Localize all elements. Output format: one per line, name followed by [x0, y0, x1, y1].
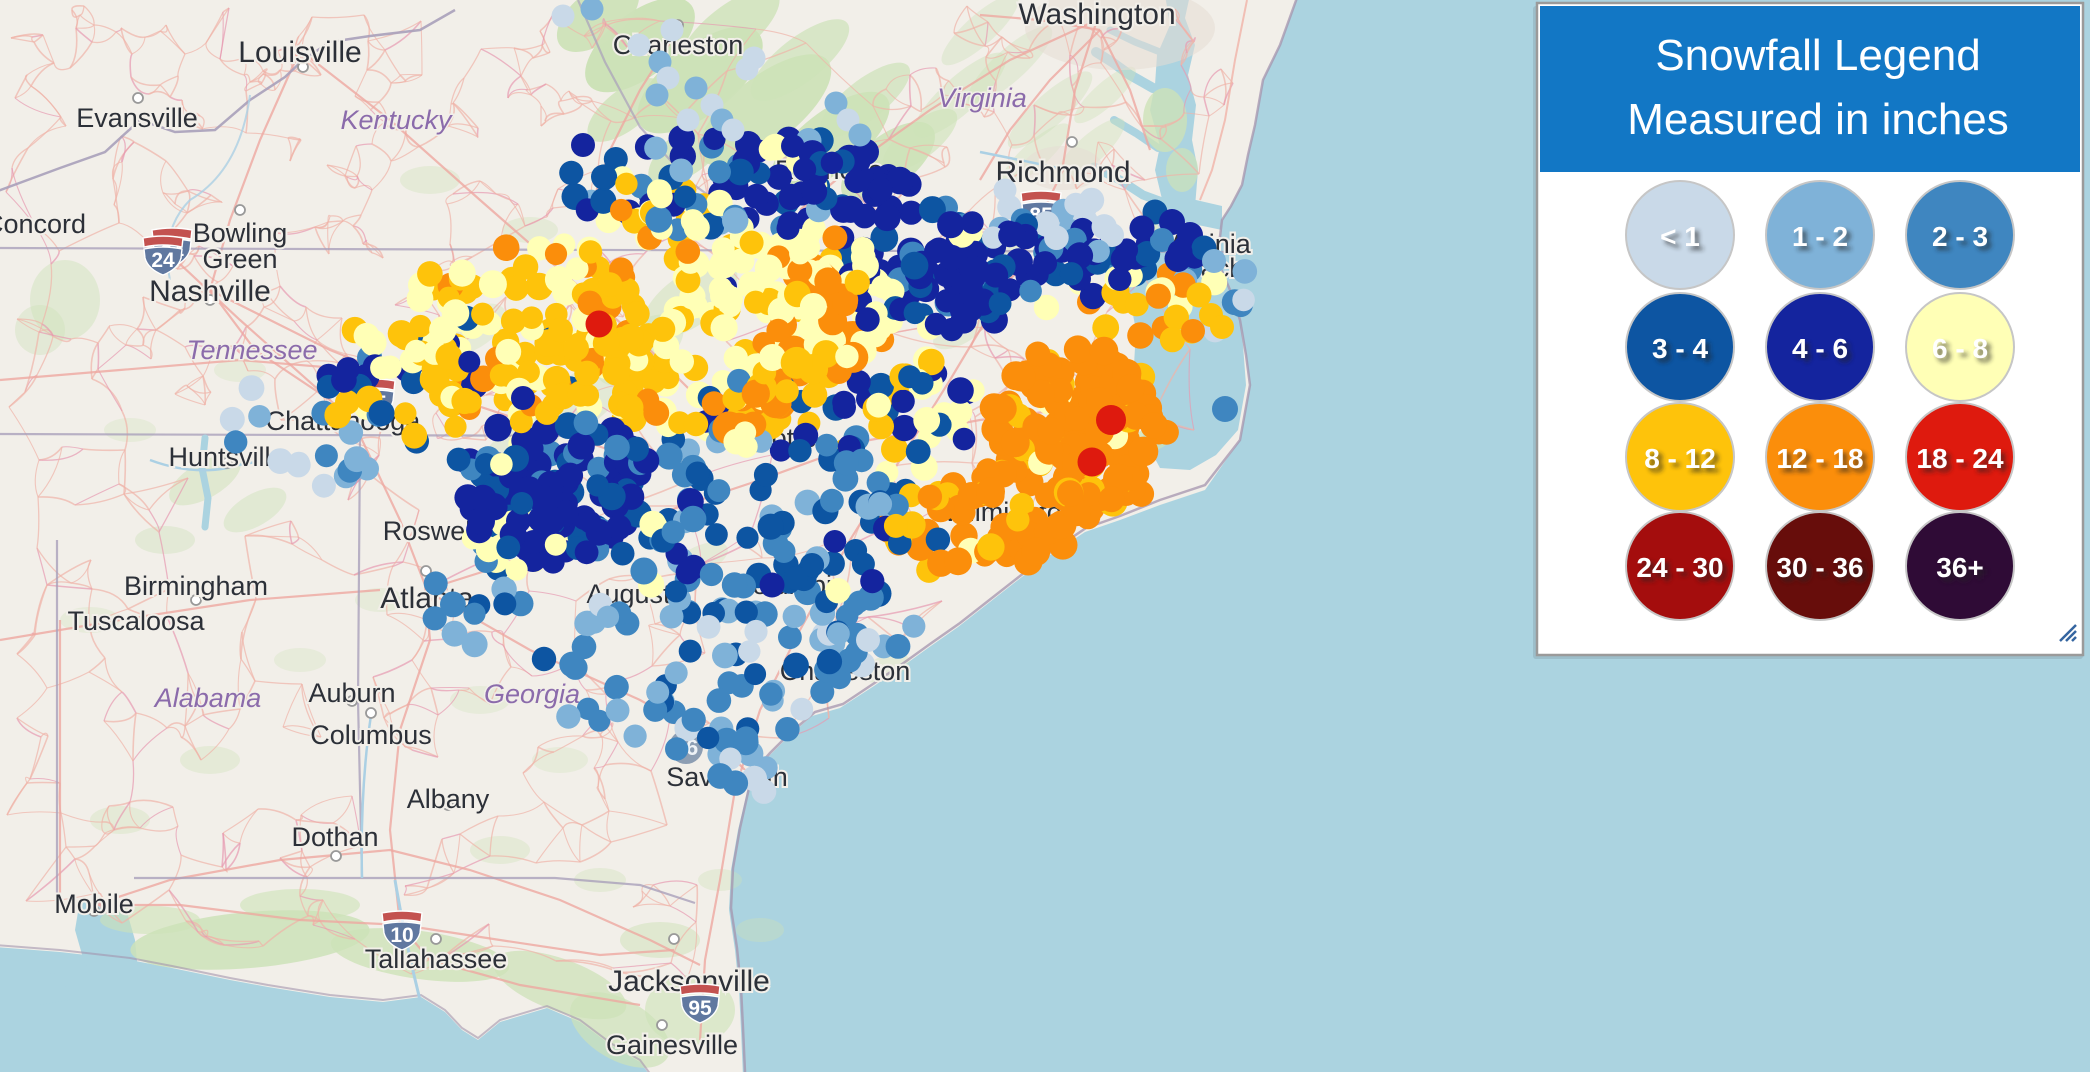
svg-text:Richmond: Richmond	[995, 156, 1130, 189]
svg-text:8 - 12: 8 - 12	[1644, 443, 1716, 474]
svg-text:4 - 6: 4 - 6	[1792, 333, 1848, 364]
svg-text:Green: Green	[202, 244, 277, 274]
svg-text:10: 10	[390, 924, 413, 947]
svg-text:4 - 6: 4 - 6	[1796, 337, 1852, 368]
svg-text:24: 24	[151, 249, 175, 272]
svg-text:8 - 12: 8 - 12	[1648, 447, 1720, 478]
svg-text:12 - 18: 12 - 18	[1780, 447, 1867, 478]
svg-text:2 - 3: 2 - 3	[1932, 221, 1988, 252]
svg-text:1 - 2: 1 - 2	[1796, 225, 1852, 256]
svg-text:18 - 24: 18 - 24	[1916, 443, 2004, 474]
svg-text:Nashville: Nashville	[149, 275, 271, 308]
svg-text:Snowfall Legend: Snowfall Legend	[1655, 31, 1980, 80]
svg-text:Mobile: Mobile	[54, 889, 134, 919]
svg-text:18 - 24: 18 - 24	[1920, 447, 2008, 478]
svg-text:24 - 30: 24 - 30	[1636, 552, 1723, 583]
svg-text:24 - 30: 24 - 30	[1640, 556, 1727, 587]
svg-text:6 - 8: 6 - 8	[1936, 337, 1992, 368]
svg-text:Albany: Albany	[407, 784, 490, 814]
svg-text:3 - 4: 3 - 4	[1656, 337, 1712, 368]
svg-text:2 - 3: 2 - 3	[1936, 225, 1992, 256]
svg-text:Washington: Washington	[1018, 0, 1175, 31]
svg-text:36+: 36+	[1936, 552, 1984, 583]
svg-text:3 - 4: 3 - 4	[1652, 333, 1708, 364]
svg-text:Tallahassee: Tallahassee	[365, 944, 508, 974]
svg-text:Dothan: Dothan	[291, 822, 378, 852]
svg-text:Virginia: Virginia	[937, 83, 1027, 113]
svg-text:Georgia: Georgia	[484, 679, 580, 709]
svg-text:Louisville: Louisville	[238, 36, 361, 69]
svg-text:36+: 36+	[1940, 556, 1988, 587]
svg-text:Birmingham: Birmingham	[124, 571, 268, 601]
svg-text:12 - 18: 12 - 18	[1776, 443, 1863, 474]
svg-text:< 1: < 1	[1664, 225, 1704, 256]
svg-text:Tuscaloosa: Tuscaloosa	[67, 606, 205, 636]
svg-text:6 - 8: 6 - 8	[1932, 333, 1988, 364]
svg-text:Bowling: Bowling	[193, 218, 288, 248]
svg-text:Jacksonville: Jacksonville	[608, 965, 770, 998]
svg-text:95: 95	[688, 997, 712, 1020]
svg-text:30 - 36: 30 - 36	[1776, 552, 1863, 583]
svg-text:Columbus: Columbus	[310, 720, 432, 750]
svg-text:Gainesville: Gainesville	[606, 1030, 738, 1060]
svg-text:Evansville: Evansville	[76, 103, 198, 133]
svg-text:Measured in inches: Measured in inches	[1627, 95, 2009, 144]
svg-text:30 - 36: 30 - 36	[1780, 556, 1867, 587]
svg-text:Auburn: Auburn	[308, 678, 395, 708]
svg-text:Kentucky: Kentucky	[340, 105, 453, 135]
svg-text:< 1: < 1	[1660, 221, 1700, 252]
svg-text:Alabama: Alabama	[153, 683, 262, 713]
svg-text:Tennessee: Tennessee	[186, 335, 317, 365]
svg-text:1 - 2: 1 - 2	[1792, 221, 1848, 252]
svg-text:Concord: Concord	[0, 209, 86, 239]
